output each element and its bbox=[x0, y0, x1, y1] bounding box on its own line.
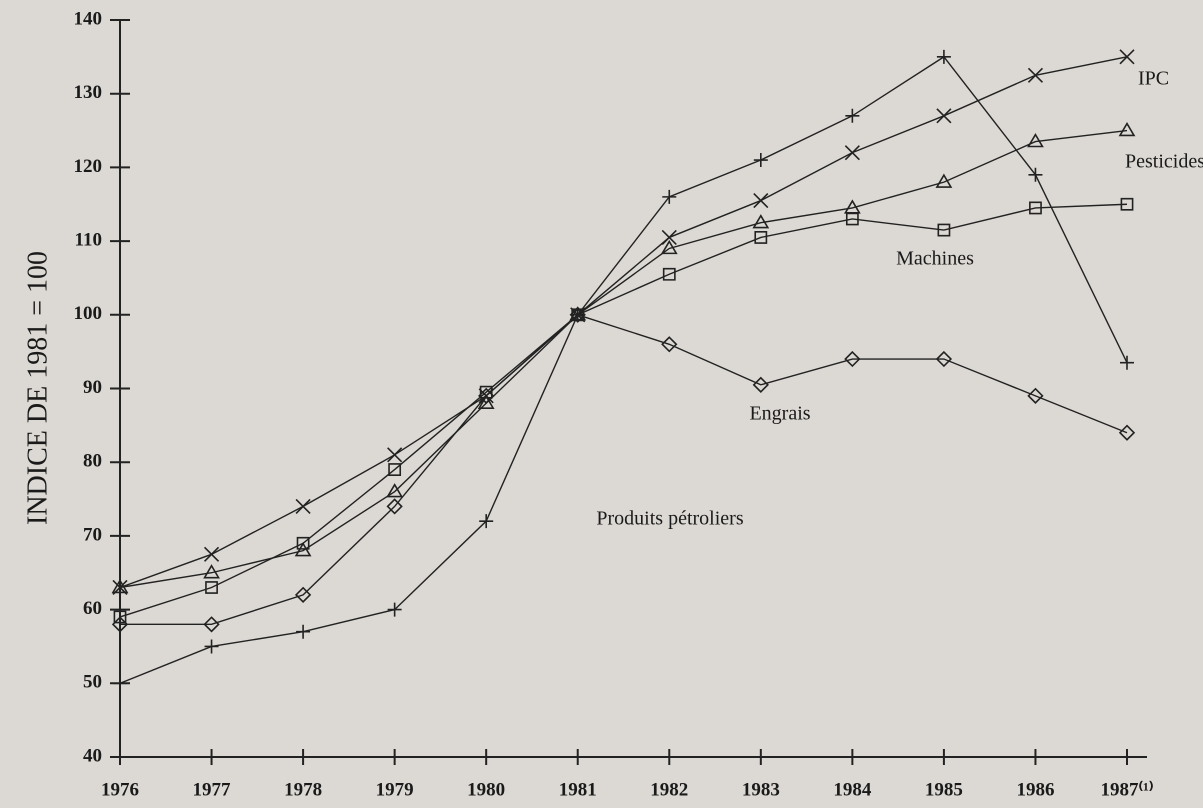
series-line bbox=[120, 314, 1128, 626]
series-line bbox=[119, 129, 1128, 589]
marker bbox=[937, 223, 951, 237]
series-line bbox=[119, 56, 1128, 589]
x-tick-label: 1976 bbox=[101, 779, 139, 800]
marker bbox=[844, 145, 860, 161]
marker bbox=[936, 108, 952, 124]
marker bbox=[752, 376, 769, 393]
y-tick-label: 70 bbox=[83, 524, 102, 545]
x-tick-label: 1987⁽¹⁾ bbox=[1100, 779, 1153, 800]
marker bbox=[477, 394, 495, 409]
marker bbox=[1027, 387, 1044, 405]
marker bbox=[753, 153, 768, 168]
series-line bbox=[119, 203, 1128, 618]
x-tick-label: 1980 bbox=[467, 779, 505, 800]
marker bbox=[661, 336, 678, 353]
x-tick-label: 1981 bbox=[559, 779, 597, 800]
marker bbox=[113, 676, 127, 691]
marker bbox=[111, 578, 129, 594]
marker bbox=[296, 624, 311, 639]
marker bbox=[661, 229, 677, 245]
series-label: Engrais bbox=[749, 403, 810, 425]
y-tick-label: 50 bbox=[83, 672, 102, 693]
marker bbox=[1118, 424, 1136, 441]
marker bbox=[1029, 201, 1042, 215]
marker bbox=[1120, 355, 1134, 370]
x-tick-label: 1984 bbox=[833, 779, 872, 800]
marker bbox=[203, 616, 220, 633]
marker bbox=[662, 189, 677, 204]
series-label: Machines bbox=[896, 248, 974, 270]
marker bbox=[204, 639, 219, 654]
marker bbox=[1118, 121, 1136, 137]
x-tick-label: 1978 bbox=[284, 779, 322, 800]
marker bbox=[479, 514, 494, 529]
series-label: Pesticides bbox=[1125, 151, 1203, 173]
marker bbox=[753, 192, 769, 209]
marker bbox=[935, 173, 953, 188]
marker bbox=[478, 387, 495, 405]
y-tick-label: 100 bbox=[74, 303, 103, 324]
x-tick-label: 1986 bbox=[1016, 779, 1054, 800]
marker bbox=[754, 231, 768, 244]
y-tick-label: 40 bbox=[83, 745, 102, 766]
marker bbox=[845, 212, 859, 226]
marker bbox=[845, 108, 860, 123]
y-tick-label: 60 bbox=[83, 598, 102, 619]
marker bbox=[386, 498, 403, 515]
marker bbox=[294, 586, 312, 603]
marker bbox=[1027, 67, 1044, 83]
marker bbox=[752, 214, 770, 229]
marker bbox=[662, 267, 676, 281]
marker bbox=[203, 546, 220, 562]
x-tick-label: 1979 bbox=[376, 779, 414, 800]
marker bbox=[1120, 197, 1134, 211]
marker bbox=[844, 350, 861, 368]
marker bbox=[388, 463, 402, 476]
x-tick-label: 1982 bbox=[650, 779, 688, 800]
y-tick-label: 140 bbox=[74, 8, 103, 29]
series-line bbox=[119, 55, 1128, 684]
marker bbox=[203, 564, 220, 579]
marker bbox=[387, 447, 403, 463]
marker bbox=[387, 602, 402, 617]
y-axis-label: INDICE DE 1981 = 100 bbox=[22, 251, 53, 525]
marker bbox=[1027, 133, 1044, 148]
marker bbox=[935, 350, 953, 368]
marker bbox=[1028, 167, 1043, 182]
y-tick-label: 80 bbox=[83, 451, 102, 472]
marker bbox=[296, 536, 310, 550]
marker bbox=[1119, 49, 1135, 65]
series-label: IPC bbox=[1138, 68, 1169, 90]
marker bbox=[295, 498, 311, 514]
y-tick-label: 120 bbox=[74, 156, 103, 177]
y-tick-label: 110 bbox=[75, 229, 102, 250]
marker bbox=[205, 581, 218, 594]
marker bbox=[570, 307, 585, 322]
series-label: Produits pétroliers bbox=[596, 508, 743, 530]
y-tick-label: 90 bbox=[83, 377, 102, 398]
marker bbox=[660, 239, 678, 255]
x-tick-label: 1985 bbox=[925, 779, 963, 800]
marker bbox=[936, 49, 951, 64]
y-tick-label: 130 bbox=[74, 82, 103, 103]
marker bbox=[111, 616, 129, 633]
x-tick-label: 1977 bbox=[193, 779, 232, 800]
marker bbox=[386, 483, 404, 498]
x-tick-label: 1983 bbox=[742, 779, 780, 800]
